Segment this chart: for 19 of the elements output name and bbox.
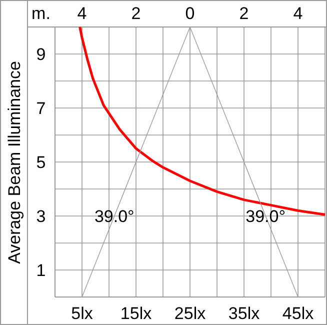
x2-tick-label: 2 xyxy=(131,4,141,23)
x2-axis-title: m. xyxy=(32,4,50,23)
x2-tick-label: 4 xyxy=(293,4,303,23)
x-tick-label: 45lx xyxy=(282,304,314,323)
x-tick-label: 15lx xyxy=(120,304,152,323)
y-tick-label: 5 xyxy=(36,152,46,172)
x2-tick-label: 4 xyxy=(77,4,87,23)
x-tick-label: 25lx xyxy=(174,304,206,323)
y-tick-label: 3 xyxy=(36,206,46,226)
x2-tick-label: 0 xyxy=(185,4,195,23)
y-axis-title: Average Beam Illuminance xyxy=(4,61,24,264)
y-tick-label: 9 xyxy=(36,44,46,64)
y-tick-label: 1 xyxy=(36,260,46,280)
x2-tick-label: 2 xyxy=(239,4,249,23)
annotation: 39.0° xyxy=(94,206,134,226)
annotation: 39.0° xyxy=(246,206,286,226)
y-tick-label: 7 xyxy=(36,98,46,118)
x-tick-label: 5lx xyxy=(71,304,94,323)
x-tick-label: 35lx xyxy=(228,304,260,323)
